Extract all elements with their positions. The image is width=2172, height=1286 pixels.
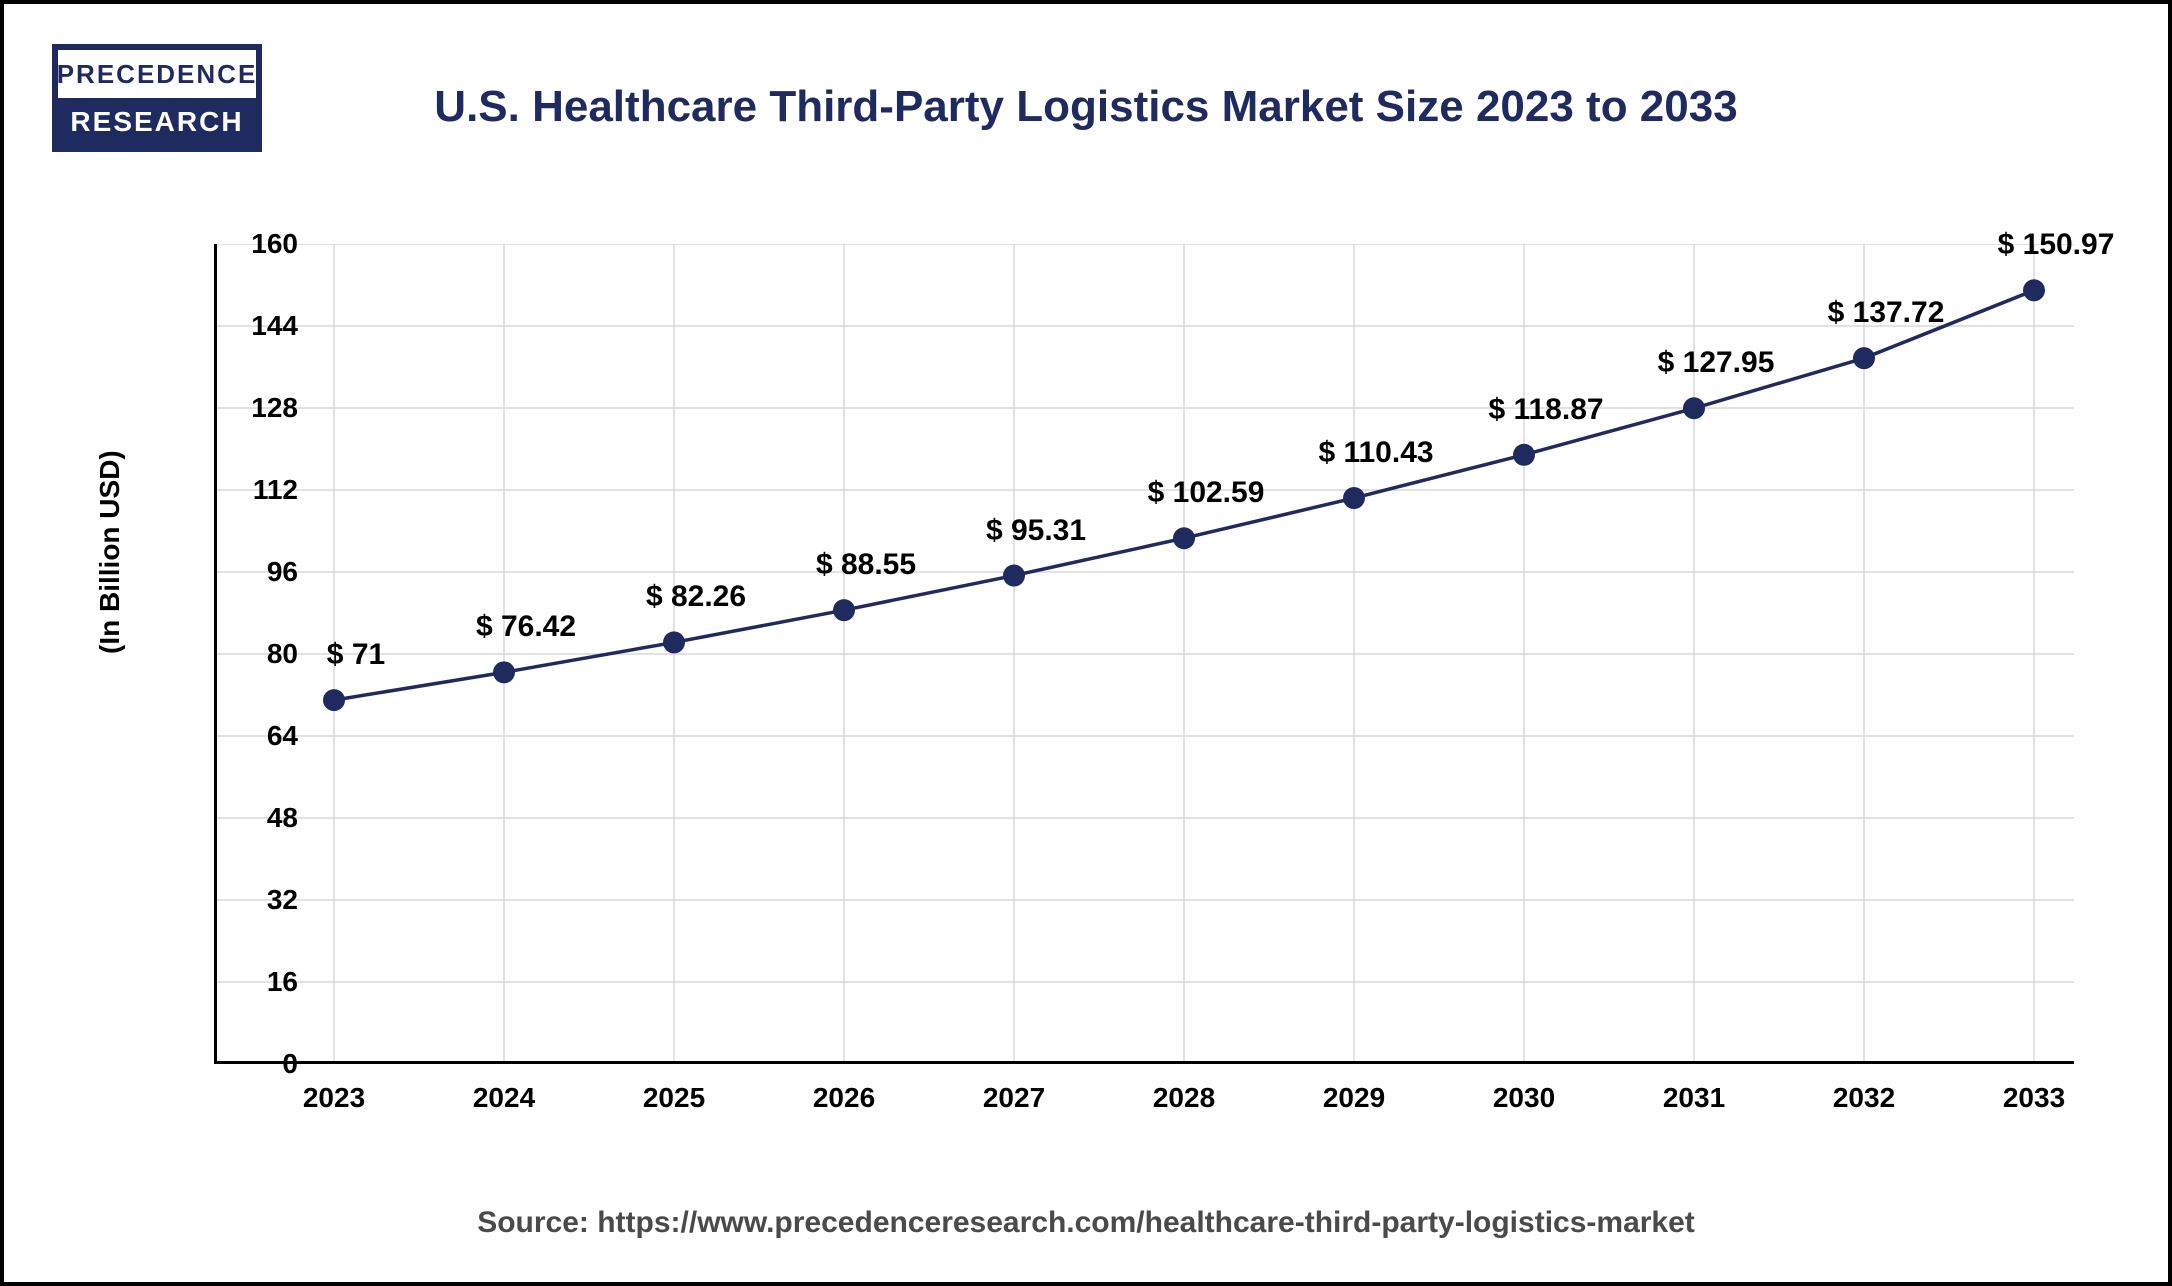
source-text: Source: https://www.precedenceresearch.c… — [4, 1206, 2168, 1240]
data-point-label: $ 71 — [327, 638, 385, 672]
data-point-label: $ 95.31 — [986, 514, 1086, 548]
y-tick-label: 0 — [238, 1048, 298, 1080]
y-tick-label: 48 — [238, 802, 298, 834]
data-point-label: $ 110.43 — [1318, 436, 1433, 470]
y-axis-label: (In Billion USD) — [94, 450, 126, 654]
x-tick-label: 2029 — [1323, 1082, 1385, 1114]
data-point-label: $ 102.59 — [1148, 476, 1265, 510]
chart-container: PRECEDENCE RESEARCH U.S. Healthcare Thir… — [0, 0, 2172, 1286]
plot-area — [214, 244, 2074, 1064]
y-tick-label: 32 — [238, 884, 298, 916]
data-point-label: $ 118.87 — [1488, 393, 1603, 427]
x-tick-label: 2032 — [1833, 1082, 1895, 1114]
x-tick-label: 2031 — [1663, 1082, 1725, 1114]
y-tick-label: 128 — [238, 392, 298, 424]
x-tick-label: 2033 — [2003, 1082, 2065, 1114]
data-point-label: $ 76.42 — [476, 610, 576, 644]
x-tick-label: 2027 — [983, 1082, 1045, 1114]
x-tick-label: 2025 — [643, 1082, 705, 1114]
x-tick-label: 2026 — [813, 1082, 875, 1114]
y-tick-label: 80 — [238, 638, 298, 670]
x-tick-label: 2024 — [473, 1082, 535, 1114]
data-point-label: $ 82.26 — [646, 580, 746, 614]
y-tick-label: 144 — [238, 310, 298, 342]
data-point-label: $ 137.72 — [1828, 296, 1945, 330]
plot-axes — [214, 244, 2074, 1064]
x-tick-label: 2030 — [1493, 1082, 1555, 1114]
y-tick-label: 112 — [238, 474, 298, 506]
chart-title: U.S. Healthcare Third-Party Logistics Ma… — [4, 82, 2168, 132]
data-point-label: $ 127.95 — [1658, 346, 1775, 380]
y-tick-label: 64 — [238, 720, 298, 752]
data-point-label: $ 150.97 — [1998, 228, 2115, 262]
x-tick-label: 2028 — [1153, 1082, 1215, 1114]
y-tick-label: 160 — [238, 228, 298, 260]
x-tick-label: 2023 — [303, 1082, 365, 1114]
data-point-label: $ 88.55 — [816, 548, 916, 582]
y-tick-label: 96 — [238, 556, 298, 588]
y-tick-label: 16 — [238, 966, 298, 998]
